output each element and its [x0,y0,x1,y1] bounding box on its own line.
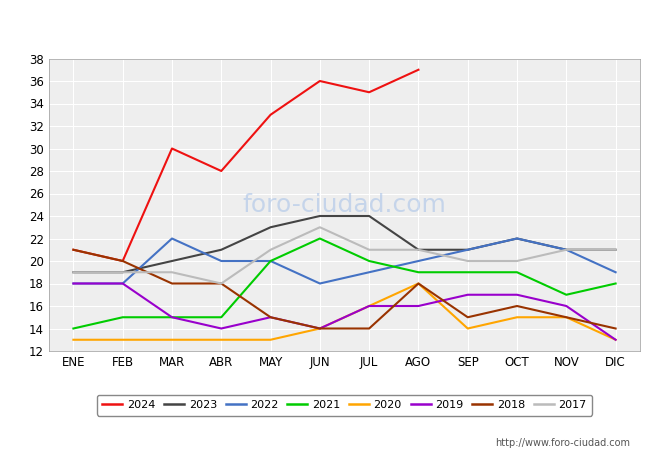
Text: Afiliados en Villanueva de Ávila a 31/8/2024: Afiliados en Villanueva de Ávila a 31/8/… [127,16,523,34]
Text: http://www.foro-ciudad.com: http://www.foro-ciudad.com [495,438,630,448]
Legend: 2024, 2023, 2022, 2021, 2020, 2019, 2018, 2017: 2024, 2023, 2022, 2021, 2020, 2019, 2018… [97,395,592,416]
Text: foro-ciudad.com: foro-ciudad.com [242,193,447,217]
